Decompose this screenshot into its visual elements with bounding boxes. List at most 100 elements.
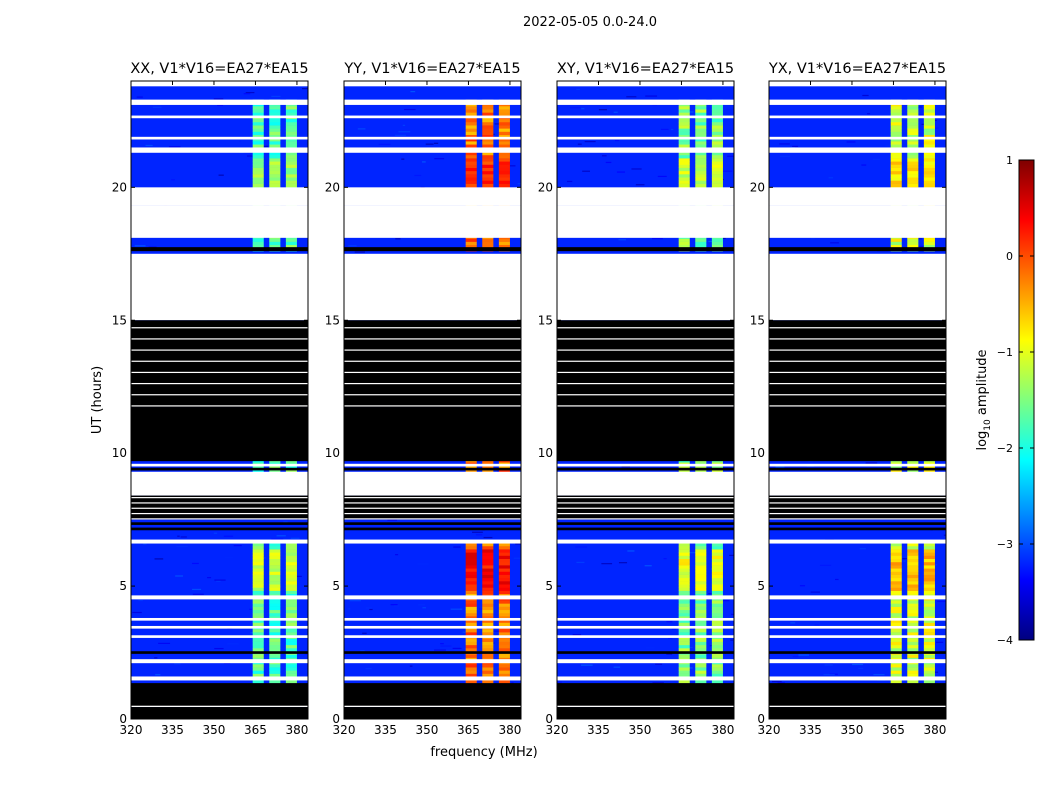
rfi-cell [695, 180, 707, 184]
rfi-cell [269, 679, 281, 684]
rfi-cell [252, 131, 264, 135]
rfi-cell [923, 561, 935, 566]
rfi-cell [923, 174, 935, 178]
rfi-cell [923, 581, 935, 585]
rfi-cell [482, 628, 494, 633]
flagged-band [769, 527, 946, 531]
rfi-cell [285, 590, 297, 595]
rfi-cell [269, 558, 281, 563]
rfi-cell [711, 641, 723, 646]
rfi-cell [269, 109, 281, 113]
x-tick-label: 335 [799, 723, 822, 737]
rfi-cell [923, 121, 935, 126]
rfi-cell [678, 125, 690, 129]
noise-cell [810, 591, 820, 593]
rfi-cell [711, 161, 723, 165]
rfi-cell [907, 183, 919, 188]
noise-cell [627, 550, 635, 552]
rfi-cell [252, 244, 264, 249]
rfi-cell [285, 616, 297, 620]
rfi-cell [890, 568, 902, 572]
rfi-cell [252, 545, 264, 550]
rfi-cell [285, 648, 297, 652]
rfi-cell [695, 105, 707, 110]
noise-cell [575, 546, 587, 548]
rfi-cell [465, 131, 477, 135]
rfi-cell [269, 632, 281, 636]
noise-cell [398, 131, 411, 133]
rfi-cell [252, 542, 264, 547]
y-tick-label: 10 [112, 446, 127, 460]
no-data-band [131, 136, 308, 140]
rfi-cell [498, 118, 510, 123]
rfi-cell [678, 549, 690, 553]
rfi-cell [482, 609, 494, 614]
rfi-cell [482, 581, 494, 585]
rfi-cell [285, 622, 297, 626]
rfi-cell [252, 638, 264, 642]
rfi-cell [711, 144, 723, 148]
x-tick-label: 320 [333, 723, 356, 737]
noise-cell [557, 681, 562, 683]
rfi-cell [285, 180, 297, 184]
rfi-cell [678, 616, 690, 620]
rfi-cell [465, 241, 477, 246]
rfi-cell [711, 118, 723, 123]
rfi-cell [678, 154, 690, 159]
rfi-cell [711, 121, 723, 126]
rfi-cell [890, 177, 902, 181]
rfi-cell [890, 545, 902, 550]
rfi-cell [695, 584, 707, 588]
rfi-cell [269, 131, 281, 135]
rfi-cell [252, 606, 264, 611]
flag-separator [131, 512, 308, 515]
rfi-cell [907, 238, 919, 242]
flag-separator [344, 405, 521, 407]
heatmap-panel: XX, V1*V16=EA27*EA15 320 335 350 365 380 0 5 10 1… [112, 61, 309, 737]
noise-cell [440, 643, 444, 645]
rfi-cell [678, 137, 690, 142]
rfi-cell [285, 144, 297, 148]
rfi-cell [711, 151, 723, 156]
rfi-cell [678, 174, 690, 178]
rfi-cell [890, 612, 902, 617]
no-data-band [344, 136, 521, 140]
rfi-cell [498, 654, 510, 658]
noise-cell [304, 653, 308, 656]
rfi-cell [252, 170, 264, 175]
rfi-cell [695, 121, 707, 126]
rfi-cell [907, 622, 919, 626]
rfi-cell [285, 151, 297, 156]
rfi-cell [695, 141, 707, 145]
rfi-cell [923, 584, 935, 588]
rfi-cell [252, 180, 264, 184]
rfi-cell [269, 603, 281, 607]
rfi-cell [285, 609, 297, 614]
rfi-cell [890, 549, 902, 553]
colorbar: 10−1−2−3−4 log10 amplitude [975, 154, 1035, 647]
rfi-cell [923, 151, 935, 156]
rfi-cell [269, 670, 281, 674]
rfi-cell [890, 561, 902, 566]
noise-cell [224, 556, 234, 559]
colorbar-tick-label: 0 [1006, 250, 1013, 263]
flagged-band [557, 527, 734, 531]
rfi-cell [482, 670, 494, 674]
no-data-band [557, 617, 734, 621]
y-tick-label: 0 [119, 712, 127, 726]
rfi-cell [482, 558, 494, 563]
rfi-cell [907, 609, 919, 614]
flag-separator [131, 497, 308, 499]
rfi-cell [695, 561, 707, 566]
noise-cell [515, 543, 521, 545]
noise-cell [867, 113, 871, 115]
rfi-cell [285, 584, 297, 588]
no-data-band [557, 676, 734, 681]
flagged-band [344, 320, 521, 408]
rfi-cell [923, 542, 935, 547]
rfi-cell [907, 128, 919, 132]
rfi-cell [678, 118, 690, 123]
rfi-cell [285, 606, 297, 611]
noise-cell [213, 98, 224, 100]
rfi-cell [252, 241, 264, 246]
